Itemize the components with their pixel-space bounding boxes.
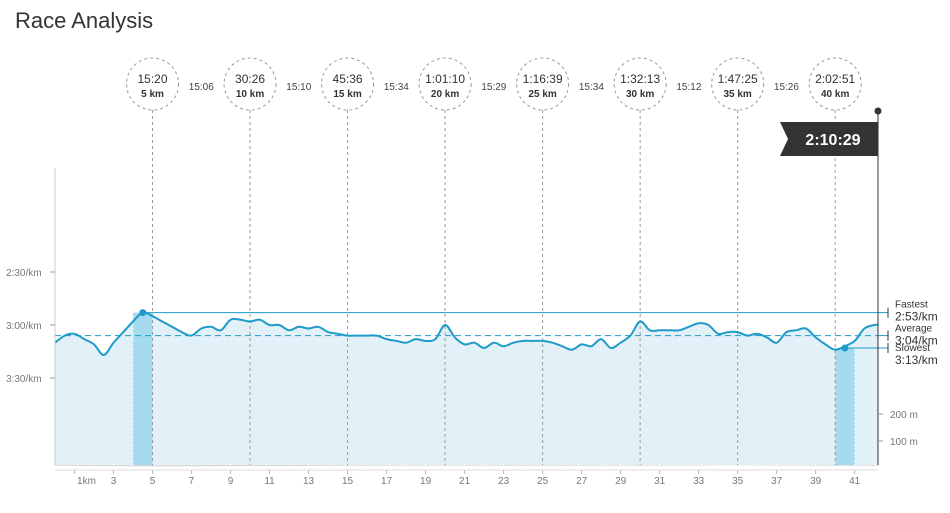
- split-distance: 20 km: [431, 89, 459, 100]
- finish-time: 2:10:29: [805, 132, 860, 149]
- split-time: 1:16:39: [523, 72, 563, 86]
- slowest-value: 3:13/km: [895, 353, 938, 367]
- split-circle: [321, 57, 375, 111]
- split-distance: 30 km: [626, 89, 654, 100]
- chart-splits-layer: 15:20 5 km 30:26 10 km 45:36 15 km 1:01:10 20 k…: [126, 57, 862, 111]
- finish-badge: [780, 122, 878, 156]
- x-tick-label: 13: [303, 476, 315, 487]
- split-distance: 40 km: [821, 89, 849, 100]
- split-circle: [418, 57, 472, 111]
- y-tick-label: 3:30/km: [6, 374, 42, 385]
- y-tick-label: 2:30/km: [6, 268, 42, 279]
- fastest-km-bar: [133, 312, 153, 465]
- elevation-tick-label: 100 m: [890, 437, 918, 448]
- segment-time: 15:12: [676, 82, 701, 93]
- segment-time: 15:29: [481, 82, 506, 93]
- split-distance: 5 km: [141, 89, 164, 100]
- split-circle: [613, 57, 667, 111]
- average-label: Average: [895, 324, 933, 335]
- x-tick-label: 25: [537, 476, 549, 487]
- x-tick-label: 33: [693, 476, 705, 487]
- chart-line-layer: [54, 311, 879, 356]
- slowest-label: Slowest: [895, 343, 930, 354]
- x-tick-label: 21: [459, 476, 471, 487]
- split-distance: 10 km: [236, 89, 264, 100]
- split-time: 30:26: [235, 72, 265, 86]
- split-circle: [516, 57, 570, 111]
- pace-line: [54, 311, 879, 356]
- segment-time: 15:34: [579, 82, 604, 93]
- split-time: 15:20: [138, 72, 168, 86]
- x-tick-label: 7: [189, 476, 195, 487]
- split-circle: [223, 57, 277, 111]
- x-tick-label: 1km: [77, 476, 96, 487]
- split-distance: 35 km: [723, 89, 751, 100]
- segment-time: 15:06: [189, 82, 214, 93]
- segment-time: 15:34: [384, 82, 409, 93]
- chart-grid-layer: [55, 110, 878, 465]
- x-tick-label: 17: [381, 476, 393, 487]
- x-tick-label: 35: [732, 476, 744, 487]
- x-tick-label: 41: [849, 476, 861, 487]
- pace-area: [55, 312, 879, 465]
- average-value: 3:04/km: [895, 334, 938, 348]
- split-time: 2:02:51: [815, 72, 855, 86]
- x-tick-label: 39: [810, 476, 822, 487]
- x-tick-label: 11: [264, 476, 275, 487]
- x-tick-label: 9: [228, 476, 234, 487]
- split-circle: [126, 57, 180, 111]
- split-circle: [711, 57, 765, 111]
- x-tick-label: 5: [150, 476, 156, 487]
- finish-dot: [874, 107, 882, 115]
- x-tick-label: 3: [111, 476, 117, 487]
- x-tick-label: 37: [771, 476, 783, 487]
- split-time: 1:01:10: [425, 72, 465, 86]
- split-distance: 25 km: [528, 89, 556, 100]
- chart-finish-layer: 2:10:29: [780, 122, 878, 156]
- elevation-profile: [55, 465, 879, 467]
- split-distance: 15 km: [333, 89, 361, 100]
- x-tick-label: 29: [615, 476, 627, 487]
- split-circle: [808, 57, 862, 111]
- split-time: 1:47:25: [718, 72, 758, 86]
- fastest-label: Fastest: [895, 300, 928, 311]
- y-tick-label: 3:00/km: [6, 321, 42, 332]
- slowest-point: [841, 344, 849, 352]
- x-tick-label: 19: [420, 476, 432, 487]
- elevation-tick-label: 200 m: [890, 410, 918, 421]
- page-title: Race Analysis: [15, 8, 154, 33]
- split-time: 1:32:13: [620, 72, 660, 86]
- fastest-value: 2:53/km: [895, 310, 938, 324]
- x-tick-label: 23: [498, 476, 510, 487]
- fastest-point: [139, 309, 147, 317]
- x-tick-label: 15: [342, 476, 354, 487]
- segment-time: 15:26: [774, 82, 799, 93]
- x-tick-label: 27: [576, 476, 588, 487]
- segment-time: 15:10: [286, 82, 311, 93]
- x-tick-label: 31: [654, 476, 666, 487]
- chart-area-layer: [55, 312, 879, 467]
- split-time: 45:36: [333, 72, 363, 86]
- slowest-km-bar: [835, 348, 855, 465]
- chart-marker-layer: Fastest2:53/kmAverage3:04/kmSlowest3:13/…: [139, 300, 938, 367]
